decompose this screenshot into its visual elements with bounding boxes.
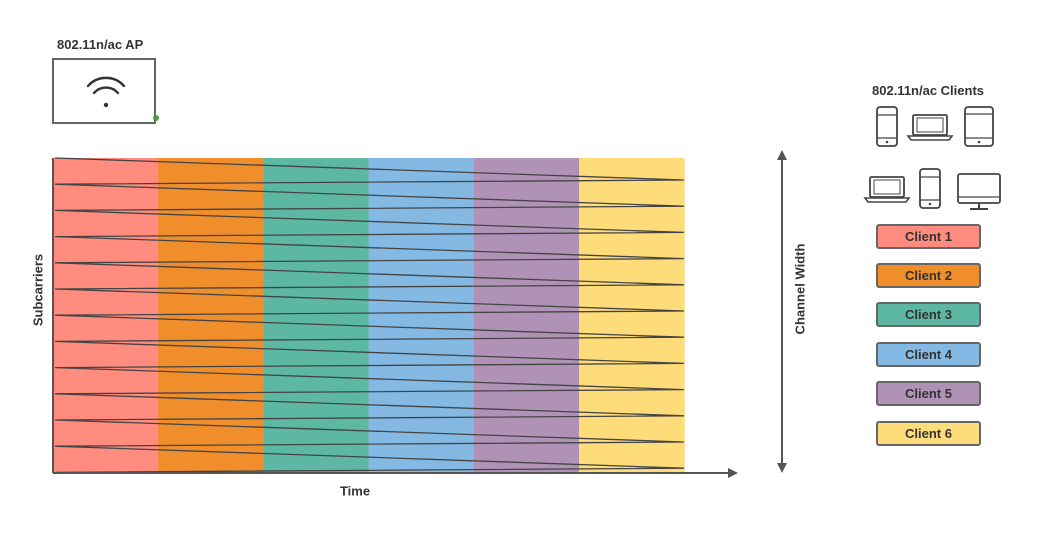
phone-icon [919, 168, 941, 209]
ap-title: 802.11n/ac AP [57, 37, 144, 52]
client-slot-3 [263, 158, 370, 473]
y-axis-label: Subcarriers [30, 253, 46, 327]
subcarrier-zigzag [54, 157, 685, 474]
client-slot-2 [158, 158, 264, 473]
client-6-legend: Client 6 [876, 421, 981, 446]
client-1-legend: Client 1 [876, 224, 981, 249]
client-time-slots [53, 158, 685, 473]
clients-title: 802.11n/ac Clients [872, 83, 985, 98]
client-slot-6 [579, 158, 685, 473]
client-slot-4 [368, 158, 475, 473]
access-point-box [52, 58, 159, 124]
client-2-legend: Client 2 [876, 263, 981, 288]
client-slot-5 [473, 158, 580, 473]
client-3-legend: Client 3 [876, 302, 981, 327]
client-4-legend: Client 4 [876, 342, 981, 367]
phone-icon [876, 106, 898, 147]
channel-width-label: Channel Width [792, 243, 808, 335]
monitor-icon [957, 173, 1001, 210]
x-axis-label: Time [339, 483, 371, 499]
laptop-icon [863, 176, 911, 203]
wifi-icon [86, 76, 126, 108]
client-5-legend: Client 5 [876, 381, 981, 406]
ap-status-dot [153, 115, 159, 121]
tablet-icon [964, 106, 994, 147]
laptop-icon [906, 114, 954, 141]
